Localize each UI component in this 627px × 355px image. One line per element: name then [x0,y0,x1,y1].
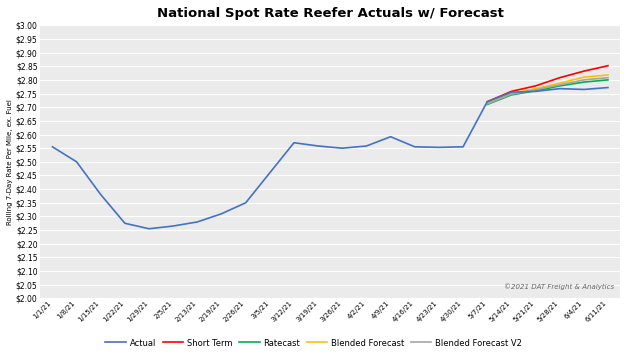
Actual [532,89,539,93]
Line: Ratecast: Ratecast [487,80,608,104]
Y-axis label: Rolling 7-Day Rate Per Mile, ex. Fuel: Rolling 7-Day Rate Per Mile, ex. Fuel [7,99,13,225]
Actual [387,135,394,139]
Blended Forecast [580,75,587,79]
Actual [242,201,250,205]
Actual [580,87,587,92]
Actual [339,146,346,150]
Actual [508,90,515,94]
Short Term [532,84,539,88]
Line: Actual: Actual [53,88,608,229]
Blended Forecast V2 [604,76,612,80]
Actual [218,212,225,216]
Ratecast [483,102,491,106]
Blended Forecast [483,101,491,105]
Blended Forecast [508,92,515,96]
Actual [121,221,129,225]
Ratecast [556,84,564,88]
Short Term [580,69,587,73]
Line: Blended Forecast: Blended Forecast [487,75,608,103]
Actual [194,220,201,224]
Line: Short Term: Short Term [487,66,608,102]
Actual [169,224,177,228]
Title: National Spot Rate Reefer Actuals w/ Forecast: National Spot Rate Reefer Actuals w/ For… [157,7,503,20]
Ratecast [532,89,539,93]
Actual [556,87,564,91]
Actual [604,86,612,90]
Short Term [556,76,564,80]
Actual [73,160,80,164]
Blended Forecast V2 [556,83,564,87]
Text: ©2021 DAT Freight & Analytics: ©2021 DAT Freight & Analytics [504,284,614,290]
Actual [145,226,153,231]
Actual [314,144,322,148]
Actual [266,171,273,175]
Blended Forecast V2 [532,88,539,92]
Ratecast [508,93,515,97]
Actual [97,192,105,197]
Blended Forecast V2 [483,102,491,106]
Blended Forecast V2 [508,92,515,96]
Actual [362,144,370,148]
Line: Blended Forecast V2: Blended Forecast V2 [487,78,608,104]
Actual [460,145,467,149]
Ratecast [580,80,587,84]
Legend: Actual, Short Term, Ratecast, Blended Forecast, Blended Forecast V2: Actual, Short Term, Ratecast, Blended Fo… [102,335,525,351]
Short Term [604,64,612,68]
Actual [411,145,418,149]
Blended Forecast [604,73,612,77]
Blended Forecast [532,87,539,91]
Actual [435,145,443,149]
Ratecast [604,78,612,82]
Blended Forecast [556,81,564,85]
Actual [483,100,491,104]
Blended Forecast V2 [580,78,587,82]
Actual [290,141,298,145]
Short Term [508,89,515,93]
Short Term [483,100,491,104]
Actual [49,145,56,149]
